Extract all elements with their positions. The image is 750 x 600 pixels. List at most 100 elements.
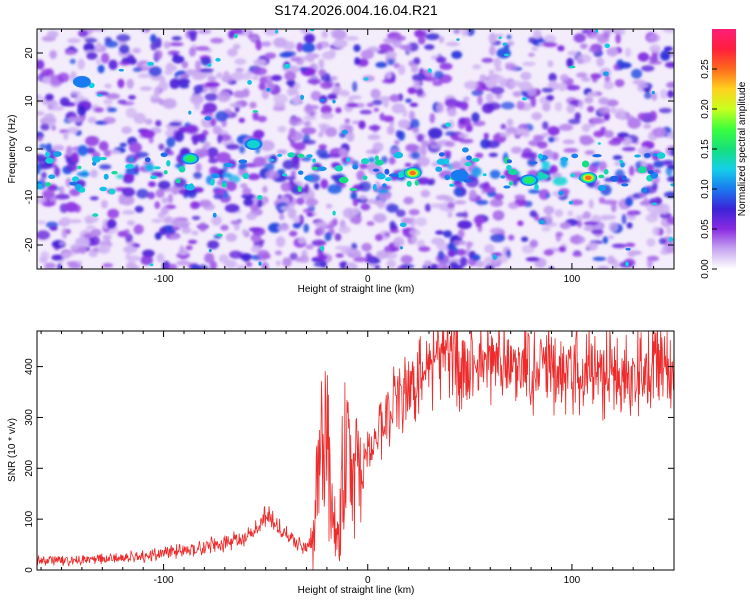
heatmap-cell	[154, 232, 162, 240]
chart-title: S174.2026.004.16.04.R21	[274, 2, 438, 18]
heatmap-cell	[37, 183, 43, 190]
heatmap-cell	[45, 93, 54, 102]
heatmap-cell	[531, 46, 539, 52]
heatmap-cell	[493, 57, 502, 68]
heatmap-cell	[507, 201, 519, 210]
heatmap-cell	[458, 133, 469, 139]
heatmap-cell	[382, 115, 395, 123]
heatmap-cell	[298, 170, 304, 175]
heatmap-cell	[224, 203, 240, 213]
heatmap-cell	[462, 96, 470, 102]
heatmap-cell	[274, 250, 283, 256]
heatmap-cell	[108, 188, 116, 195]
heatmap-cell	[206, 147, 219, 158]
heatmap-cell	[311, 239, 327, 247]
heatmap-cell	[243, 198, 254, 207]
snr-panel: -100 0 100 0 100 200 300 400 Height of straigh…	[7, 330, 675, 596]
heatmap-cell	[209, 260, 217, 269]
heatmap-cell	[169, 234, 180, 240]
heatmap-cell	[626, 222, 633, 229]
heatmap-cell	[181, 227, 192, 234]
heatmap-cell	[643, 123, 652, 129]
heatmap-cell	[412, 73, 427, 82]
heatmap-cell	[583, 221, 599, 226]
heatmap-cell	[359, 194, 367, 201]
heatmap-cell	[421, 140, 429, 148]
colorbar-tick-label: 0.15	[700, 139, 711, 159]
heatmap-cell	[400, 246, 403, 250]
heatmap-cell	[557, 82, 568, 92]
heatmap-cell	[624, 47, 632, 57]
heatmap-cell	[620, 162, 625, 168]
heatmap-cell	[569, 65, 576, 69]
heatmap-cell	[581, 77, 591, 82]
heatmap-cell	[222, 172, 233, 178]
heatmap-cell	[648, 198, 662, 206]
heatmap-cell	[156, 253, 165, 263]
heatmap-cell	[472, 64, 482, 70]
heatmap-cell	[72, 176, 79, 183]
heatmap-cell	[118, 61, 131, 66]
heatmap-cell	[286, 80, 296, 86]
heatmap-cell	[490, 233, 506, 243]
heatmap-cell	[447, 109, 457, 117]
heatmap-cell	[403, 196, 414, 205]
heatmap-cell	[242, 172, 250, 180]
heatmap-cell	[105, 93, 121, 100]
heatmap-cell	[275, 236, 286, 248]
heatmap-cell	[420, 146, 427, 157]
heatmap-cell	[275, 29, 279, 34]
heatmap-cell	[190, 201, 200, 210]
heatmap-cell	[367, 157, 376, 163]
heatmap-cell	[334, 245, 350, 250]
heatmap-cell	[118, 68, 124, 72]
heatmap-cell	[587, 105, 595, 113]
heatmap-cell	[598, 161, 607, 171]
heatmap-cell	[587, 92, 598, 97]
heatmap-cell	[166, 62, 174, 71]
heatmap-cell	[210, 178, 215, 186]
heatmap-cell	[185, 184, 195, 191]
heatmap-cell	[447, 202, 455, 209]
heatmap-cell	[424, 203, 431, 212]
heatmap-cell	[167, 193, 173, 204]
heatmap-cell	[86, 52, 98, 60]
heatmap-cell	[435, 230, 444, 235]
heatmap-cell	[333, 39, 348, 48]
heatmap-cell	[604, 43, 610, 49]
heatmap-cell	[166, 136, 176, 148]
colorbar-tick-label: 0.20	[700, 99, 711, 119]
heatmap-cell	[368, 125, 381, 131]
heatmap-cell	[555, 231, 564, 238]
heatmap-cell	[330, 174, 339, 180]
heatmap-cell	[435, 56, 447, 64]
heatmap-cell	[430, 203, 443, 209]
heatmap-cell	[51, 125, 57, 131]
heatmap-cell	[332, 29, 347, 40]
heatmap-cell	[459, 138, 474, 144]
heatmap-cell	[521, 244, 535, 254]
heatmap-cell	[60, 217, 71, 226]
heatmap-cell	[454, 29, 461, 34]
heatmap-cell	[280, 206, 294, 211]
heatmap-cell	[227, 48, 238, 57]
heatmap-cell	[47, 103, 54, 110]
heatmap-cell	[104, 37, 112, 43]
heatmap-cell	[335, 107, 342, 114]
heatmap-cell	[208, 157, 219, 164]
heatmap-cell	[264, 52, 277, 59]
heatmap-cell	[223, 162, 234, 168]
heatmap-cell	[116, 174, 124, 179]
heatmap-cell	[666, 131, 674, 140]
heatmap-cell	[384, 168, 390, 175]
heatmap-cell	[329, 220, 334, 228]
heatmap-cell	[148, 181, 156, 188]
heatmap-cell	[354, 57, 361, 66]
heatmap-cell	[316, 43, 323, 51]
heatmap-cell	[327, 93, 338, 100]
heatmap-cell	[257, 195, 263, 200]
heatmap-cell	[128, 95, 136, 100]
heatmap-cells	[37, 29, 674, 269]
heatmap-cell	[317, 166, 327, 172]
heatmap-cell	[133, 112, 146, 124]
